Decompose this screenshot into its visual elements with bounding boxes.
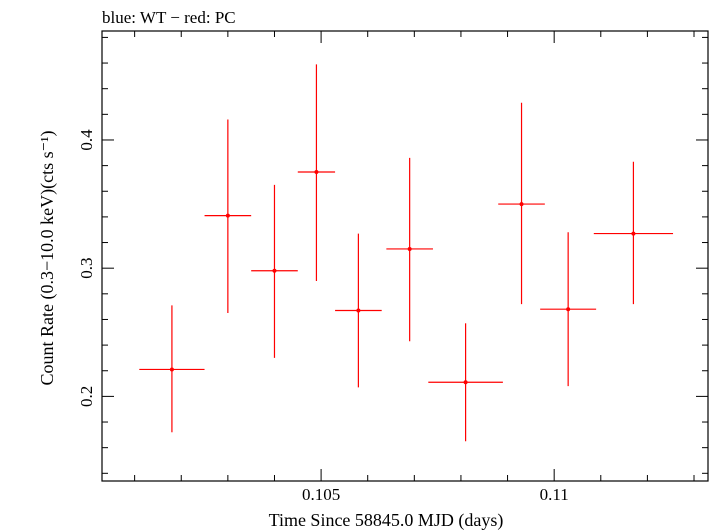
data-point: [593, 161, 674, 305]
data-point: [297, 64, 336, 281]
y-axis-label: Count Rate (0.3−10.0 keV)(cts s⁻¹): [37, 130, 58, 385]
data-point: [251, 184, 298, 358]
y-tick-label: 0.3: [77, 258, 96, 279]
data-marker: [631, 231, 636, 236]
data-marker: [314, 170, 319, 175]
data-point: [204, 119, 252, 314]
data-point: [428, 323, 503, 442]
axis-ticks: [102, 31, 708, 481]
x-tick-label: 0.105: [302, 485, 340, 504]
data-point: [139, 305, 205, 433]
x-axis-label: Time Since 58845.0 MJD (days): [269, 510, 504, 531]
data-point: [335, 233, 382, 388]
data-marker: [225, 213, 230, 218]
data-point: [498, 102, 545, 305]
chart-title: blue: WT − red: PC: [102, 8, 236, 27]
y-tick-label: 0.2: [77, 386, 96, 407]
x-tick-label: 0.11: [540, 485, 569, 504]
data-marker: [519, 202, 524, 207]
data-marker: [356, 308, 361, 313]
axis-tick-labels: 0.105 0.11 0.2 0.3 0.4: [77, 129, 569, 504]
data-marker: [566, 307, 571, 312]
data-marker: [169, 367, 174, 372]
y-tick-label: 0.4: [77, 129, 96, 151]
plot-frame: [101, 30, 709, 482]
data-marker: [463, 380, 468, 385]
data-marker: [407, 246, 412, 251]
data-series: [139, 64, 674, 442]
data-point: [386, 157, 433, 342]
data-point: [540, 232, 597, 387]
data-marker: [272, 268, 277, 273]
